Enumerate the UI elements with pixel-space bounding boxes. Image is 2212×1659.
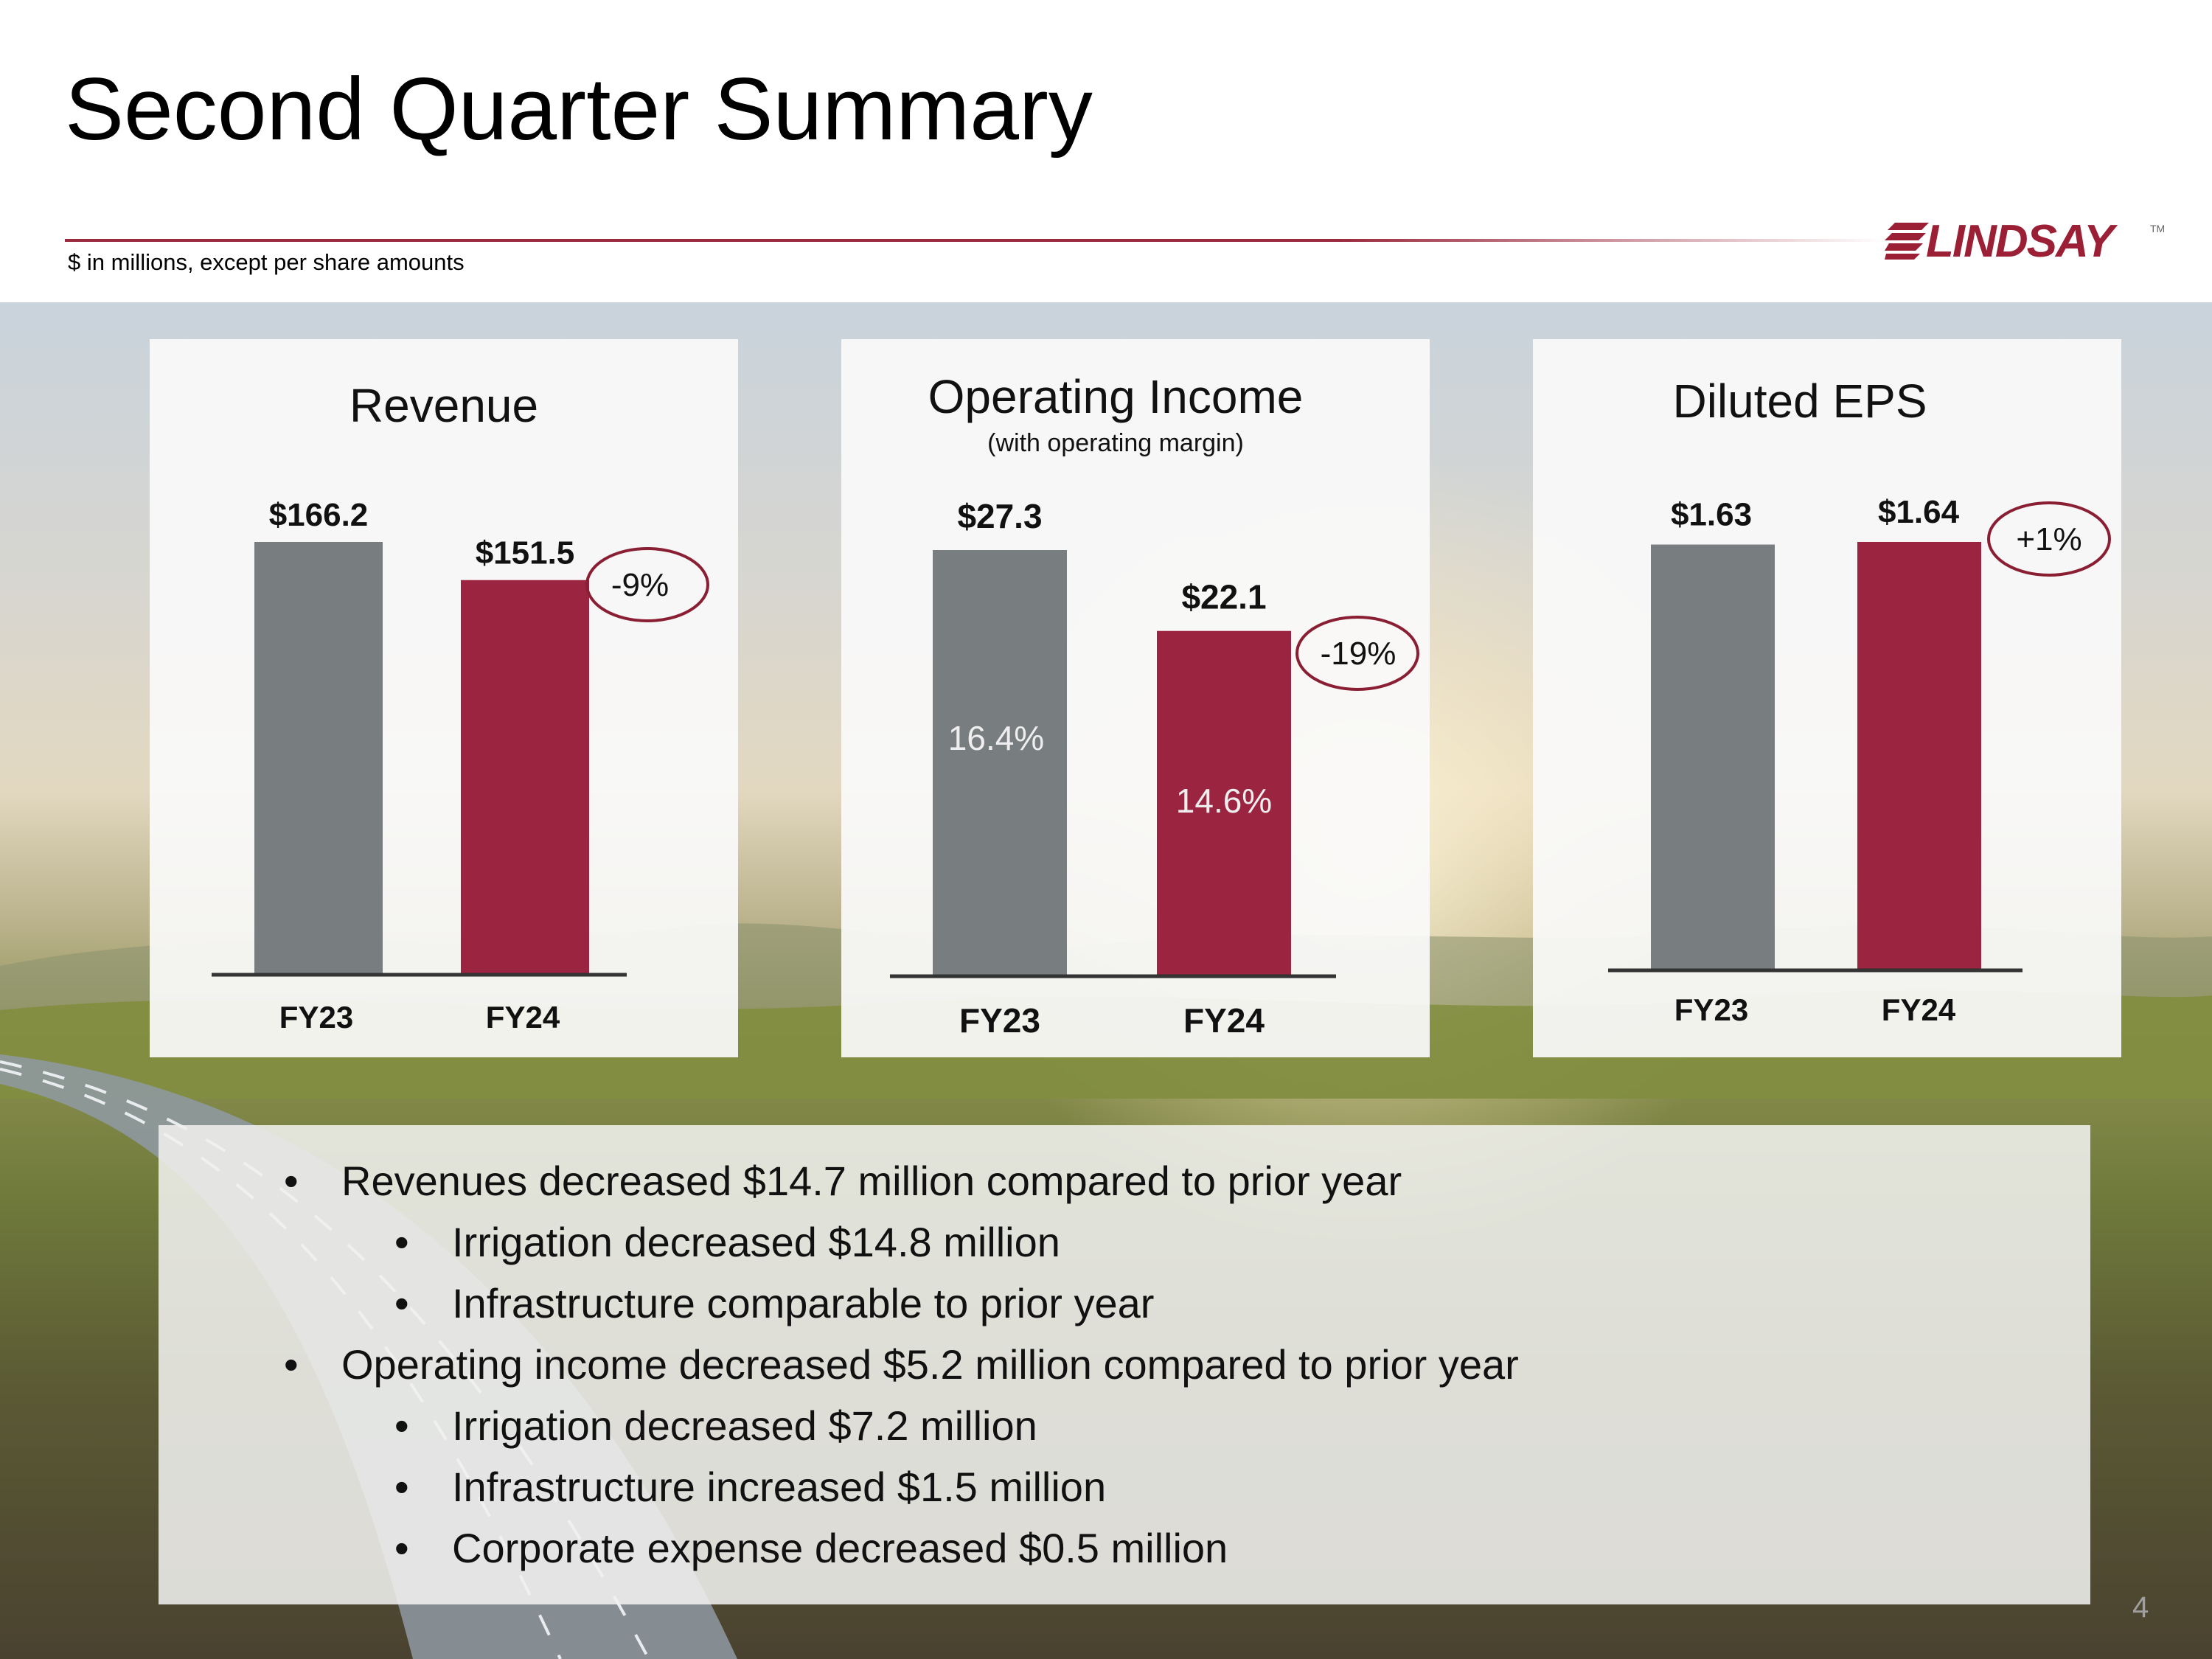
summary-sub-bullet: • Infrastructure increased $1.5 million <box>394 1463 1107 1511</box>
page-number: 4 <box>2132 1591 2149 1624</box>
bar-value-label-fy24: $22.1 <box>1181 578 1266 616</box>
bullet-text: Irrigation decreased $7.2 million <box>452 1402 1037 1449</box>
x-tick-label-fy23: FY23 <box>1674 992 1748 1027</box>
x-tick-label-fy24: FY24 <box>1882 992 1956 1027</box>
bar-fy23 <box>933 550 1067 975</box>
change-badge-label: +1% <box>2016 521 2081 557</box>
bullet-text: Infrastructure increased $1.5 million <box>452 1464 1107 1510</box>
change-badge-label: -9% <box>611 567 669 603</box>
logo-trademark: TM <box>2150 223 2166 234</box>
chart-title: Operating Income <box>928 370 1304 423</box>
diluted-eps-chart-card: Diluted EPS $1.63 $1.64 FY23 FY24 +1% <box>1533 339 2121 1057</box>
bar-fy24 <box>1157 630 1291 975</box>
bullet-icon: • <box>394 1525 409 1571</box>
summary-bullet: • Revenues decreased $14.7 million compar… <box>284 1157 1402 1205</box>
summary-sub-bullet: • Irrigation decreased $14.8 million <box>394 1218 1060 1266</box>
change-badge <box>1987 501 2111 577</box>
bar-value-label-fy24: $151.5 <box>476 535 575 571</box>
bullet-icon: • <box>394 1280 409 1326</box>
bullet-icon: • <box>394 1464 409 1510</box>
bar-value-label-fy23: $1.63 <box>1671 497 1752 533</box>
bullet-icon: • <box>284 1158 299 1204</box>
operating-income-chart-card: Operating Income (with operating margin)… <box>841 339 1430 1057</box>
logo-slashes-icon <box>1885 223 1929 260</box>
page-title: Second Quarter Summary <box>65 60 1093 159</box>
x-tick-label-fy24: FY24 <box>486 1000 560 1034</box>
change-badge-label: -19% <box>1321 636 1397 672</box>
diluted-eps-chart: Diluted EPS $1.63 $1.64 FY23 FY24 +1% <box>1608 375 2111 1027</box>
chart-title: Revenue <box>349 379 538 432</box>
bullet-text: Revenues decreased $14.7 million compare… <box>341 1158 1402 1204</box>
revenue-chart: Revenue $166.2 $151.5 FY23 FY24 -9% <box>212 379 709 1034</box>
bullet-text: Irrigation decreased $14.8 million <box>452 1219 1060 1265</box>
bar-value-label-fy23: $166.2 <box>269 497 369 533</box>
units-note: $ in millions, except per share amounts <box>68 249 465 275</box>
header-rule <box>65 239 1886 242</box>
change-badge <box>1295 616 1419 691</box>
bar-value-label-fy24: $1.64 <box>1878 494 1960 530</box>
operating-income-chart: Operating Income (with operating margin)… <box>890 370 1419 1040</box>
change-badge <box>585 547 709 622</box>
bullet-text: Operating income decreased $5.2 million … <box>341 1341 1519 1388</box>
bar-value-label-fy23: $27.3 <box>957 497 1042 535</box>
chart-subtitle: (with operating margin) <box>987 429 1244 457</box>
company-logo: LINDSAY TM <box>1885 218 2165 265</box>
summary-sub-bullet: • Irrigation decreased $7.2 million <box>394 1402 1037 1450</box>
bullet-icon: • <box>284 1341 299 1388</box>
bar-inner-label-fy23: 16.4% <box>948 719 1044 757</box>
bullet-icon: • <box>394 1219 409 1265</box>
x-tick-label-fy23: FY23 <box>279 1000 353 1034</box>
summary-sub-bullet: • Infrastructure comparable to prior year <box>394 1279 1155 1327</box>
summary-bullet: • Operating income decreased $5.2 million… <box>284 1340 1519 1388</box>
bullet-text: Corporate expense decreased $0.5 million <box>452 1525 1228 1571</box>
bar-fy23 <box>254 542 383 973</box>
summary-notes: • Revenues decreased $14.7 million compar… <box>159 1125 2090 1604</box>
summary-sub-bullet: • Corporate expense decreased $0.5 millio… <box>394 1524 1228 1572</box>
bullet-icon: • <box>394 1402 409 1449</box>
chart-title: Diluted EPS <box>1672 375 1927 428</box>
x-tick-label-fy23: FY23 <box>959 1001 1040 1040</box>
revenue-chart-card: Revenue $166.2 $151.5 FY23 FY24 -9% <box>150 339 738 1057</box>
bullet-text: Infrastructure comparable to prior year <box>452 1280 1155 1326</box>
bar-fy23 <box>1651 544 1775 969</box>
bar-fy24 <box>1857 542 1981 969</box>
bar-inner-label-fy24: 14.6% <box>1176 782 1272 820</box>
logo-wordmark: LINDSAY <box>1926 216 2115 267</box>
bar-fy24 <box>461 580 589 973</box>
x-tick-label-fy24: FY24 <box>1183 1001 1265 1040</box>
